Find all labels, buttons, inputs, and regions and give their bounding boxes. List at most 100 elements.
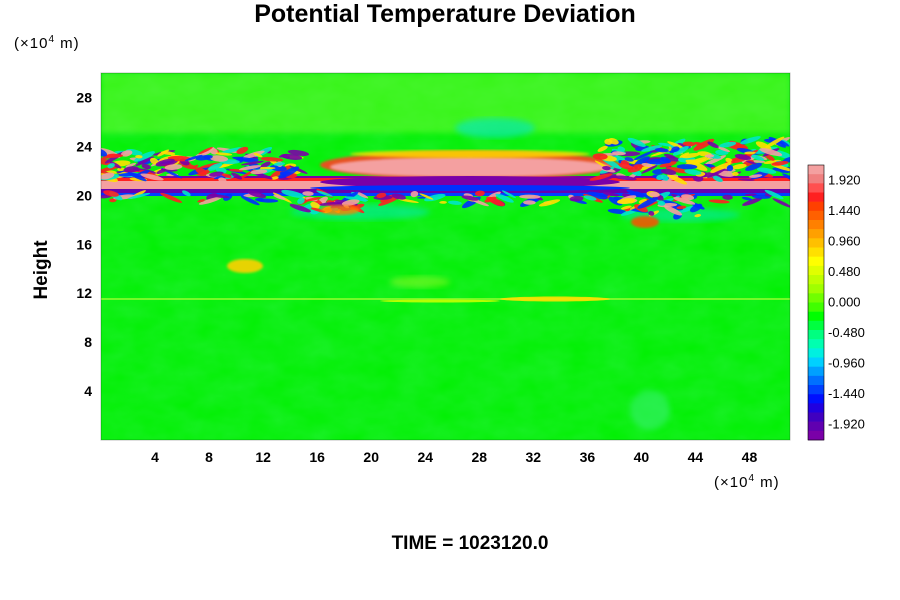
wave-blob xyxy=(648,210,655,216)
wave-blob xyxy=(612,151,626,156)
wave-blob xyxy=(782,173,790,182)
wave-blob xyxy=(667,174,688,185)
wave-blob xyxy=(719,141,737,148)
y-tick-label: 28 xyxy=(76,89,92,105)
wave-blob xyxy=(221,173,232,179)
wave-blob xyxy=(236,146,249,154)
x-tick-label: 16 xyxy=(309,449,325,465)
colorbar-label: -1.920 xyxy=(828,417,865,432)
wave-blob xyxy=(649,191,660,198)
x-tick-label: 20 xyxy=(363,449,379,465)
colorbar-label: -1.440 xyxy=(828,386,865,401)
wave-blob xyxy=(101,172,115,180)
wave-blob xyxy=(722,194,733,200)
wave-blob xyxy=(617,146,626,152)
wave-blob xyxy=(238,165,262,171)
colorbar-label: 0.960 xyxy=(828,233,861,248)
wave-blob xyxy=(671,146,680,153)
wave-blob xyxy=(106,170,118,174)
wave-blob xyxy=(475,190,485,197)
wave-blob xyxy=(771,161,789,166)
wave-blob xyxy=(641,145,663,152)
wave-blob xyxy=(519,194,541,199)
wave-blob xyxy=(127,171,147,182)
yellow-streak xyxy=(380,299,500,303)
wave-blob xyxy=(676,205,687,210)
colorbar-swatch xyxy=(808,302,824,312)
wave-blob xyxy=(765,154,775,161)
colorbar-frame xyxy=(807,164,825,441)
wave-blob xyxy=(271,176,279,180)
wave-blob xyxy=(260,157,284,162)
wave-blob xyxy=(617,198,636,204)
x-tick-label: 48 xyxy=(742,449,758,465)
wave-blob xyxy=(737,178,755,181)
wave-blob xyxy=(620,205,632,210)
wave-blob xyxy=(633,150,654,161)
wave-blob xyxy=(693,175,704,182)
wave-blob xyxy=(273,194,286,200)
wave-blob xyxy=(602,165,611,171)
wave-blob xyxy=(744,193,757,197)
y-tick-label: 8 xyxy=(84,334,92,350)
x-tick-label: 12 xyxy=(255,449,271,465)
band-blue xyxy=(101,193,790,196)
wave-blob xyxy=(125,162,136,168)
colorbar-swatch xyxy=(808,394,824,404)
wave-blob xyxy=(156,168,168,174)
wave-blob xyxy=(764,189,784,200)
wave-blob xyxy=(694,214,702,218)
wave-blob xyxy=(748,174,763,178)
colorbar-swatch xyxy=(808,229,824,239)
wave-blob xyxy=(681,194,695,200)
wave-blob xyxy=(732,171,739,176)
wave-blob xyxy=(133,151,156,162)
colorbar-swatch xyxy=(808,320,824,331)
wave-blob xyxy=(772,198,790,208)
colorbar-swatch xyxy=(808,357,824,367)
cyan-patch xyxy=(455,118,535,138)
wave-blob xyxy=(461,195,479,201)
wave-blob xyxy=(128,192,151,200)
wave-blob xyxy=(149,157,160,165)
wave-blob xyxy=(538,199,561,207)
wave-blob xyxy=(704,154,715,158)
wave-blob xyxy=(101,157,112,166)
wave-blob xyxy=(770,163,790,172)
lens-pink xyxy=(330,157,610,177)
warm-patch xyxy=(390,276,450,288)
wave-blob xyxy=(103,190,119,197)
colorbar-label: 0.000 xyxy=(828,295,861,310)
wave-blob xyxy=(569,195,584,202)
colorbar-swatch xyxy=(808,174,824,184)
colorbar-swatch xyxy=(808,348,824,358)
colorbar-swatch xyxy=(808,238,824,248)
x-tick-label: 8 xyxy=(205,449,213,465)
colorbar-label: 1.920 xyxy=(828,172,861,187)
wave-blob xyxy=(742,197,763,206)
wave-blob xyxy=(745,162,763,171)
wave-blob xyxy=(772,167,784,172)
wave-blob xyxy=(182,190,191,197)
y-tick-label: 24 xyxy=(76,138,92,154)
wave-blob xyxy=(765,136,785,148)
wave-blob xyxy=(197,199,206,203)
wave-blob xyxy=(608,138,619,145)
wave-blob xyxy=(273,162,286,166)
wave-blob xyxy=(501,190,516,199)
x-tick-label: 36 xyxy=(580,449,596,465)
wave-blob xyxy=(763,159,782,164)
wave-blob xyxy=(693,141,705,146)
warm-patch xyxy=(227,259,263,273)
wave-blob xyxy=(664,205,683,216)
lens-purple xyxy=(320,176,620,188)
wave-blob xyxy=(278,166,300,179)
wave-blob xyxy=(282,155,291,159)
colorbar-swatch xyxy=(808,385,824,395)
yellow-streak xyxy=(500,296,610,302)
colorbar-swatch xyxy=(808,201,824,212)
wave-blob xyxy=(260,161,271,169)
wave-blob xyxy=(101,148,108,157)
field-texture xyxy=(101,73,790,440)
